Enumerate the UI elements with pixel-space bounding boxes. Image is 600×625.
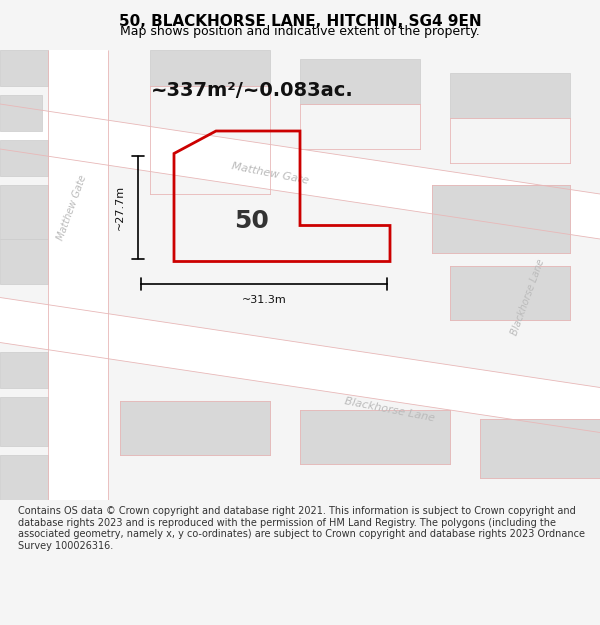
Text: Matthew Gate: Matthew Gate [56,174,88,241]
Polygon shape [0,185,48,239]
Polygon shape [48,50,108,500]
Polygon shape [0,104,600,239]
Text: ~31.3m: ~31.3m [242,295,286,305]
Text: 50: 50 [235,209,269,233]
Polygon shape [300,410,450,464]
Text: Map shows position and indicative extent of the property.: Map shows position and indicative extent… [120,24,480,38]
Polygon shape [450,266,570,320]
Text: Matthew Gate: Matthew Gate [230,161,310,186]
Text: Blackhorse Lane: Blackhorse Lane [509,258,547,337]
Polygon shape [450,72,570,118]
Polygon shape [0,50,48,86]
Text: 50, BLACKHORSE LANE, HITCHIN, SG4 9EN: 50, BLACKHORSE LANE, HITCHIN, SG4 9EN [119,14,481,29]
Text: Contains OS data © Crown copyright and database right 2021. This information is : Contains OS data © Crown copyright and d… [18,506,585,551]
Text: ~337m²/~0.083ac.: ~337m²/~0.083ac. [151,81,353,100]
Polygon shape [150,50,270,86]
Polygon shape [0,455,48,500]
Polygon shape [0,351,48,388]
Polygon shape [0,298,600,432]
Polygon shape [0,95,42,131]
Polygon shape [432,185,570,253]
Polygon shape [480,419,600,478]
Text: Blackhorse Lane: Blackhorse Lane [344,396,436,424]
Polygon shape [0,239,48,284]
Text: ~27.7m: ~27.7m [115,185,125,230]
Polygon shape [300,59,420,104]
Polygon shape [120,401,270,455]
Polygon shape [0,140,48,176]
Polygon shape [0,396,48,446]
